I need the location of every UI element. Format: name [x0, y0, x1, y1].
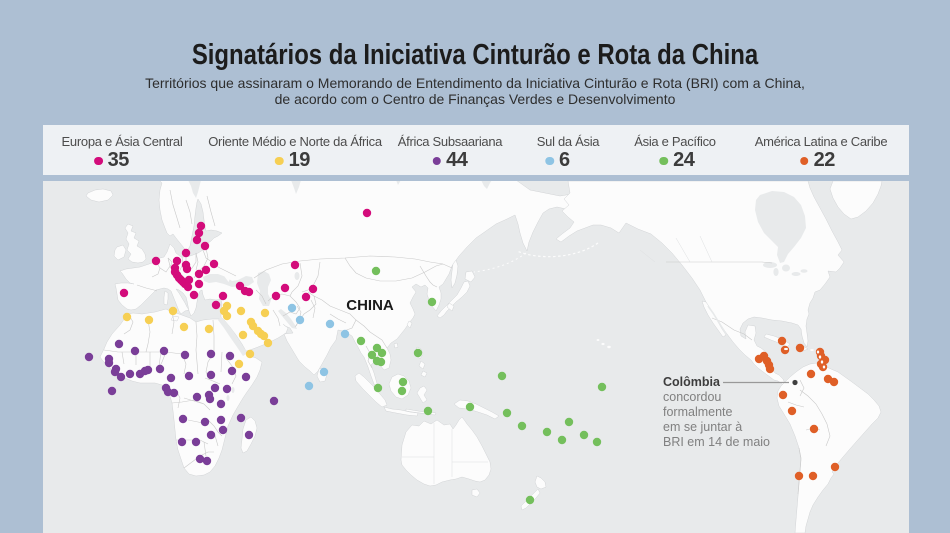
- svg-text:Colômbia: Colômbia: [663, 375, 721, 389]
- svg-text:concordou: concordou: [663, 390, 721, 404]
- svg-text:em se juntar à: em se juntar à: [663, 420, 742, 434]
- svg-text:formalmente: formalmente: [663, 405, 733, 419]
- svg-text:CHINA: CHINA: [346, 297, 394, 314]
- svg-text:BRI em 14 de maio: BRI em 14 de maio: [663, 435, 770, 449]
